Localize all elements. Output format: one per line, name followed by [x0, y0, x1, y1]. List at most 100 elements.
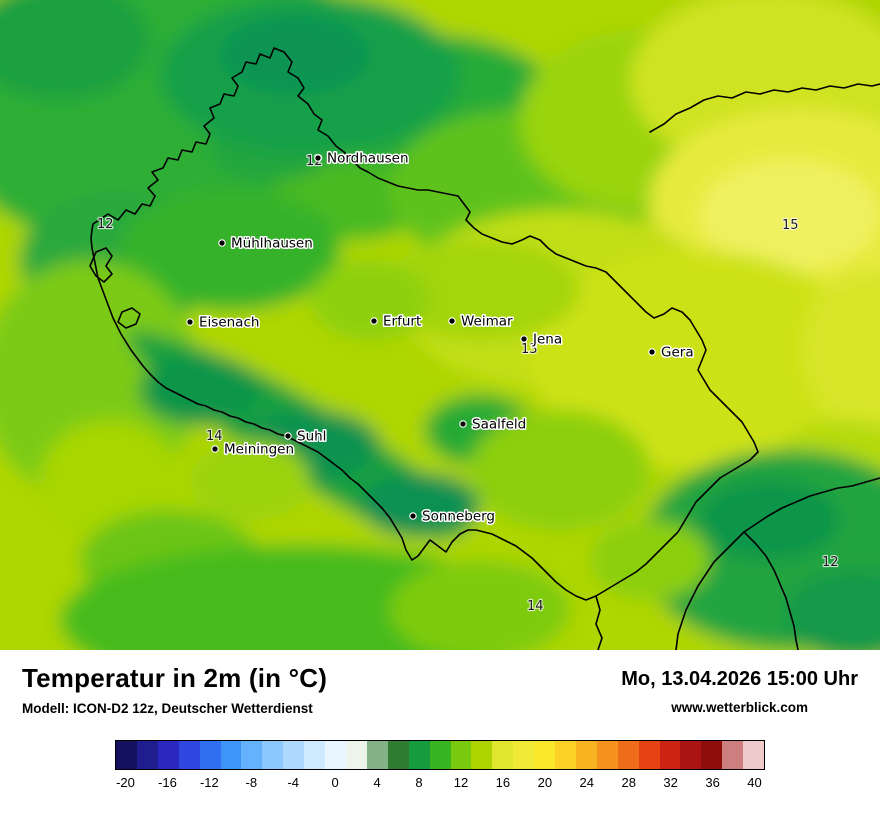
city-markers-layer: Nordhausen Mühlhausen Eisenach Erfurt Weimar… [186, 149, 695, 526]
city-dot [314, 154, 322, 162]
legend-tick-label: 24 [579, 775, 594, 790]
legend-color-segment [345, 741, 367, 769]
city-marker: Jena [520, 330, 564, 349]
city-label: Nordhausen [327, 151, 409, 167]
legend-color-segment [199, 741, 221, 769]
border-west-exclave-1 [89, 247, 113, 283]
city-dot [284, 432, 292, 440]
city-dot [218, 239, 226, 247]
border-west-exclave-2 [117, 307, 141, 329]
city-dot [520, 335, 528, 343]
legend-color-segment [283, 741, 305, 769]
temperature-value-label: 13 [521, 342, 538, 357]
legend-color-segment [157, 741, 179, 769]
legend-color-segment [178, 741, 200, 769]
border-south-exit [595, 595, 603, 650]
temperature-shading [0, 0, 880, 650]
website-label: www.wetterblick.com [671, 700, 808, 715]
city-dot [211, 445, 219, 453]
legend-tick-label: -16 [158, 775, 177, 790]
weather-map: 12 12 15 13 14 12 14 Nordhausen Mühlhausen Eisen… [0, 0, 880, 650]
legend-tick-label: 40 [747, 775, 762, 790]
legend-tick-label: -4 [287, 775, 299, 790]
city-marker: Sonneberg [409, 507, 497, 526]
footer: Temperatur in 2m (in °C) Modell: ICON-D2… [0, 650, 880, 732]
temperature-value-label: 12 [97, 217, 114, 232]
city-marker: Gera [648, 343, 695, 362]
legend-color-segment [659, 741, 681, 769]
temperature-value-label: 12 [822, 555, 839, 570]
city-marker: Meiningen [211, 440, 296, 459]
legend-tick-label: 0 [331, 775, 339, 790]
legend-color-segment [722, 741, 744, 769]
city-marker: Erfurt [370, 312, 423, 331]
legend-color-segment [638, 741, 660, 769]
legend-color-segment [701, 741, 723, 769]
legend-tick-label: 4 [373, 775, 381, 790]
legend-color-segment [262, 741, 284, 769]
legend-tick-label: -12 [199, 775, 219, 790]
footer-right: Mo, 13.04.2026 15:00 Uhr www.wetterblick… [621, 663, 858, 715]
legend-tick-labels: -20 -16 -12 -8 -4 0 4 8 12 16 20 24 28 32 36 40 [115, 775, 765, 795]
legend-color-segment [471, 741, 493, 769]
legend-color-segment [241, 741, 263, 769]
legend-tick-label: 20 [537, 775, 553, 790]
state-borders [89, 47, 880, 650]
city-marker: Mühlhausen [218, 234, 314, 253]
city-label: Mühlhausen [231, 236, 313, 252]
city-label: Saalfeld [472, 417, 526, 433]
legend-tick-label: 36 [705, 775, 720, 790]
legend-color-segment [596, 741, 618, 769]
city-label: Gera [661, 345, 694, 361]
legend-color-segment [575, 741, 597, 769]
legend-color-segment [534, 741, 556, 769]
footer-left: Temperatur in 2m (in °C) Modell: ICON-D2… [22, 663, 327, 716]
city-marker: Saalfeld [459, 415, 528, 434]
temperature-legend: -20 -16 -12 -8 -4 0 4 8 12 16 20 24 28 32 36 40 [115, 740, 765, 795]
legend-color-segment [136, 741, 158, 769]
city-label: Weimar [461, 314, 513, 330]
legend-tick-label: -20 [116, 775, 135, 790]
city-label: Jena [532, 332, 562, 348]
city-label: Erfurt [383, 314, 421, 330]
legend-color-segment [366, 741, 388, 769]
city-marker: Eisenach [186, 313, 261, 332]
legend-color-segment [408, 741, 430, 769]
legend-color-segment [450, 741, 472, 769]
legend-tick-label: -8 [245, 775, 258, 790]
city-dot [409, 512, 417, 520]
legend-color-segment [220, 741, 242, 769]
legend-tick-label: 12 [453, 775, 469, 790]
legend-tick-label: 8 [415, 775, 423, 790]
legend-color-segment [325, 741, 346, 769]
legend-tick-label: 16 [495, 775, 511, 790]
city-dot [648, 348, 656, 356]
legend-color-segment [680, 741, 702, 769]
model-info: Modell: ICON-D2 12z, Deutscher Wetterdie… [22, 701, 313, 716]
legend-color-segment [513, 741, 535, 769]
legend-color-segment [304, 741, 326, 769]
border-northeast [649, 83, 880, 133]
city-marker: Suhl [284, 427, 328, 446]
forecast-datetime: Mo, 13.04.2026 15:00 Uhr [621, 668, 858, 690]
page-title: Temperatur in 2m (in °C) [22, 663, 328, 693]
city-label: Suhl [297, 429, 326, 445]
city-marker: Weimar [448, 312, 515, 331]
legend-color-segment [492, 741, 514, 769]
city-dot [186, 318, 194, 326]
city-label: Meiningen [224, 442, 294, 458]
border-southeast-branch [743, 531, 799, 650]
legend-color-bar [115, 740, 765, 770]
temperature-value-label: 14 [206, 429, 223, 444]
thuringia-border [90, 47, 759, 601]
legend-tick-label: 32 [663, 775, 678, 790]
city-label: Sonneberg [422, 509, 495, 525]
legend-color-segment [555, 741, 576, 769]
temperature-value-label: 15 [782, 218, 799, 233]
legend-tick-label: 28 [621, 775, 636, 790]
legend-color-segment [743, 741, 765, 769]
city-dot [370, 317, 378, 325]
legend-color-segment [429, 741, 451, 769]
